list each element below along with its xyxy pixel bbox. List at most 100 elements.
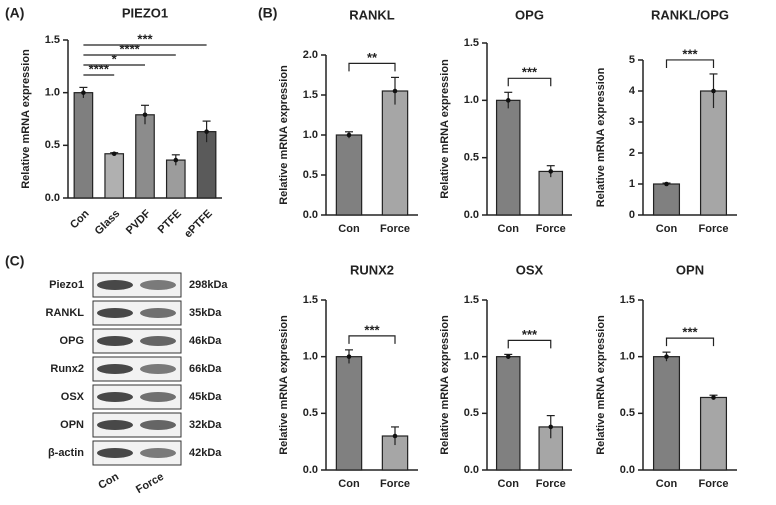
y-tick-label: 1.0: [464, 94, 479, 106]
y-tick-label: 1.0: [303, 351, 318, 363]
significance-label: **: [367, 50, 378, 65]
size-label: 45kDa: [189, 391, 222, 403]
lane-label: Con: [96, 471, 121, 492]
band: [140, 280, 176, 290]
band: [97, 392, 133, 402]
bar: [104, 153, 125, 199]
chart-title: RANKL/OPG: [651, 7, 729, 22]
significance-bracket: [665, 337, 715, 347]
chart-title: PIEZO1: [122, 5, 168, 20]
band: [97, 336, 133, 346]
band: [140, 448, 176, 458]
significance-bracket: [348, 62, 396, 72]
y-axis-label: Relative mRNA expression: [20, 49, 32, 189]
y-axis-label: Relative mRNA expression: [439, 59, 451, 199]
y-tick-label: 0.5: [303, 407, 318, 419]
x-tick-label: Force: [380, 223, 410, 235]
bar: [652, 183, 681, 216]
data-point: [505, 98, 511, 103]
band: [140, 392, 176, 402]
size-label: 35kDa: [189, 307, 222, 319]
panel-label: (B): [258, 5, 277, 21]
band: [140, 420, 176, 430]
size-label: 42kDa: [189, 447, 222, 459]
significance-bracket: [348, 335, 396, 344]
y-tick-label: 1.0: [620, 351, 635, 363]
x-tick-label: Force: [699, 223, 729, 235]
size-label: 66kDa: [189, 363, 222, 375]
panel-label: (A): [5, 5, 24, 21]
x-tick-label: Con: [656, 223, 678, 235]
data-point: [664, 354, 669, 359]
significance-label: ***: [522, 65, 538, 80]
band: [97, 420, 133, 430]
bar: [495, 356, 521, 471]
chart-title: OPG: [515, 7, 544, 22]
data-point: [505, 354, 511, 359]
protein-label: OPG: [60, 335, 84, 347]
bar: [495, 99, 521, 216]
y-axis-label: Relative mRNA expression: [439, 315, 451, 455]
data-point: [346, 132, 352, 138]
significance-label: ***: [364, 322, 380, 337]
band: [97, 364, 133, 374]
y-axis-label: Relative mRNA expression: [278, 65, 290, 205]
data-point: [81, 90, 86, 95]
data-point: [548, 424, 554, 430]
y-tick-label: 0.5: [620, 407, 635, 419]
y-axis-label: Relative mRNA expression: [278, 315, 290, 455]
bar: [699, 396, 728, 471]
y-tick-label: 1: [629, 178, 635, 190]
chart-title: OSX: [516, 262, 544, 277]
data-point: [392, 433, 398, 439]
significance-label: ***: [682, 46, 698, 61]
data-point: [548, 169, 554, 174]
y-tick-label: 1.5: [45, 34, 60, 46]
y-tick-label: 3: [629, 116, 635, 128]
x-tick-label: Con: [338, 223, 360, 235]
data-point: [204, 129, 209, 134]
band: [97, 448, 133, 458]
y-tick-label: 2.0: [303, 49, 318, 61]
y-tick-label: 0.5: [45, 139, 60, 151]
x-tick-label: Force: [380, 478, 410, 490]
y-tick-label: 1.5: [620, 294, 635, 306]
x-tick-label: PVDF: [124, 207, 153, 236]
x-tick-label: Con: [656, 478, 678, 490]
x-tick-label: Glass: [93, 208, 123, 238]
y-tick-label: 0: [629, 209, 635, 221]
band: [140, 364, 176, 374]
y-tick-label: 0.5: [464, 407, 479, 419]
x-tick-label: Con: [68, 207, 92, 231]
y-tick-label: 1.0: [45, 87, 60, 99]
y-tick-label: 1.5: [464, 37, 479, 49]
x-tick-label: Con: [498, 478, 520, 490]
bar: [335, 134, 363, 216]
bar: [699, 90, 728, 216]
size-label: 46kDa: [189, 335, 222, 347]
y-tick-label: 0.0: [303, 464, 318, 476]
data-point: [173, 157, 179, 163]
protein-label: OPN: [60, 419, 84, 431]
band: [97, 308, 133, 318]
x-tick-label: Force: [536, 478, 566, 490]
y-tick-label: 0.0: [45, 192, 60, 204]
data-point: [392, 88, 398, 94]
protein-label: β-actin: [48, 447, 84, 459]
y-tick-label: 1.5: [303, 89, 318, 101]
protein-label: Piezo1: [49, 279, 84, 291]
lane-label: Force: [134, 471, 166, 496]
y-tick-label: 2: [629, 147, 635, 159]
y-tick-label: 0.5: [464, 152, 479, 164]
band: [140, 336, 176, 346]
chart-title: RUNX2: [350, 262, 394, 277]
bar: [538, 170, 564, 216]
y-tick-label: 0.0: [464, 464, 479, 476]
data-point: [711, 395, 716, 400]
y-tick-label: 1.5: [303, 294, 318, 306]
y-tick-label: 1.5: [464, 294, 479, 306]
bar: [335, 356, 363, 471]
protein-label: Runx2: [50, 363, 84, 375]
x-tick-label: Con: [338, 478, 360, 490]
